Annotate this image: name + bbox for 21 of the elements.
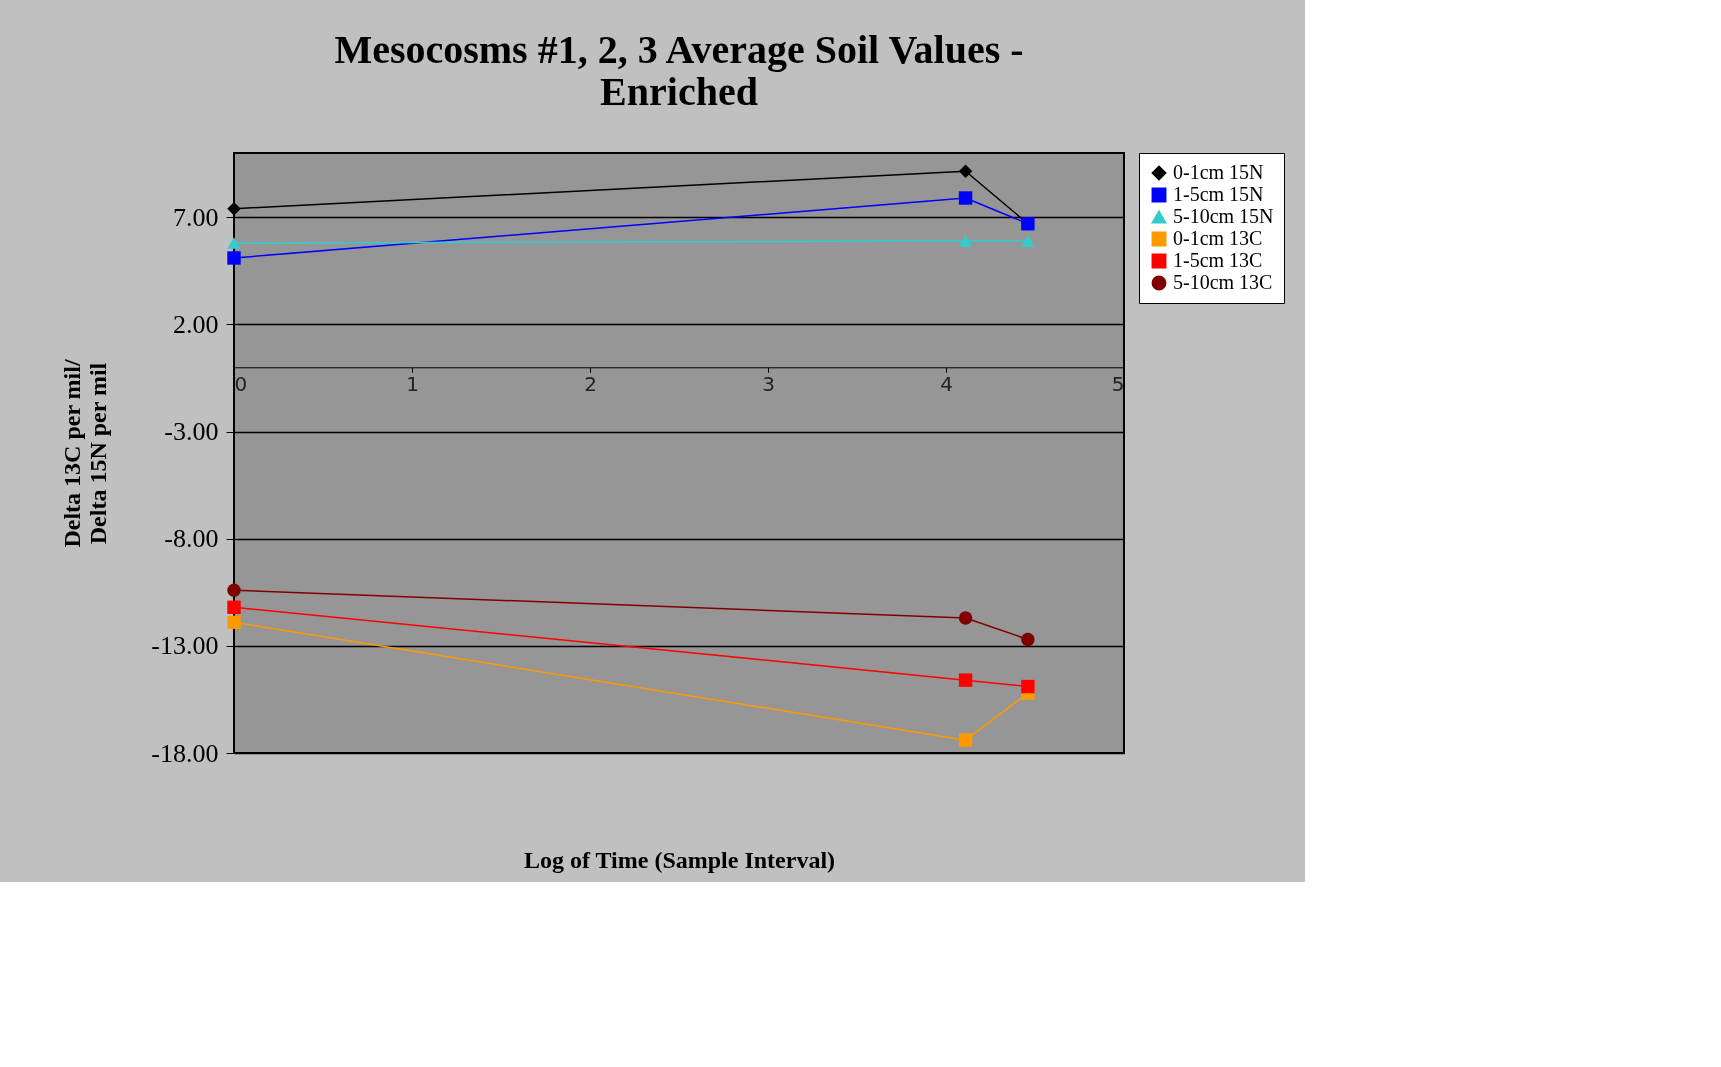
legend-label: 0-1cm 13C: [1173, 227, 1263, 249]
x-tick-label: 3: [762, 371, 775, 396]
x-axis-title: Log of Time (Sample Interval): [523, 846, 836, 873]
y-tick-label: 7.00: [173, 202, 219, 232]
y-tick-label: -8.00: [164, 524, 219, 554]
legend-label: 5-10cm 15N: [1173, 205, 1274, 227]
y-tick-label: -13.00: [151, 631, 219, 661]
text: Delta 13C per mil/: [59, 359, 86, 548]
x-tick-label: 4: [940, 371, 953, 396]
legend-label: 5-10cm 13C: [1173, 271, 1273, 293]
x-tick-label: 5: [1111, 371, 1125, 396]
y-tick-label: -18.00: [151, 738, 219, 768]
y-tick-label: 2.00: [173, 309, 219, 339]
legend-label: 0-1cm 15N: [1173, 161, 1264, 183]
x-tick-label: 1: [406, 371, 419, 396]
legend-label: 1-5cm 13C: [1173, 249, 1263, 271]
legend-label: 1-5cm 15N: [1173, 183, 1264, 205]
x-tick-label: 0: [234, 371, 248, 396]
x-tick-label: 2: [584, 371, 597, 396]
text: Delta 15N per mil: [85, 362, 112, 545]
y-tick-label: -3.00: [164, 417, 219, 447]
